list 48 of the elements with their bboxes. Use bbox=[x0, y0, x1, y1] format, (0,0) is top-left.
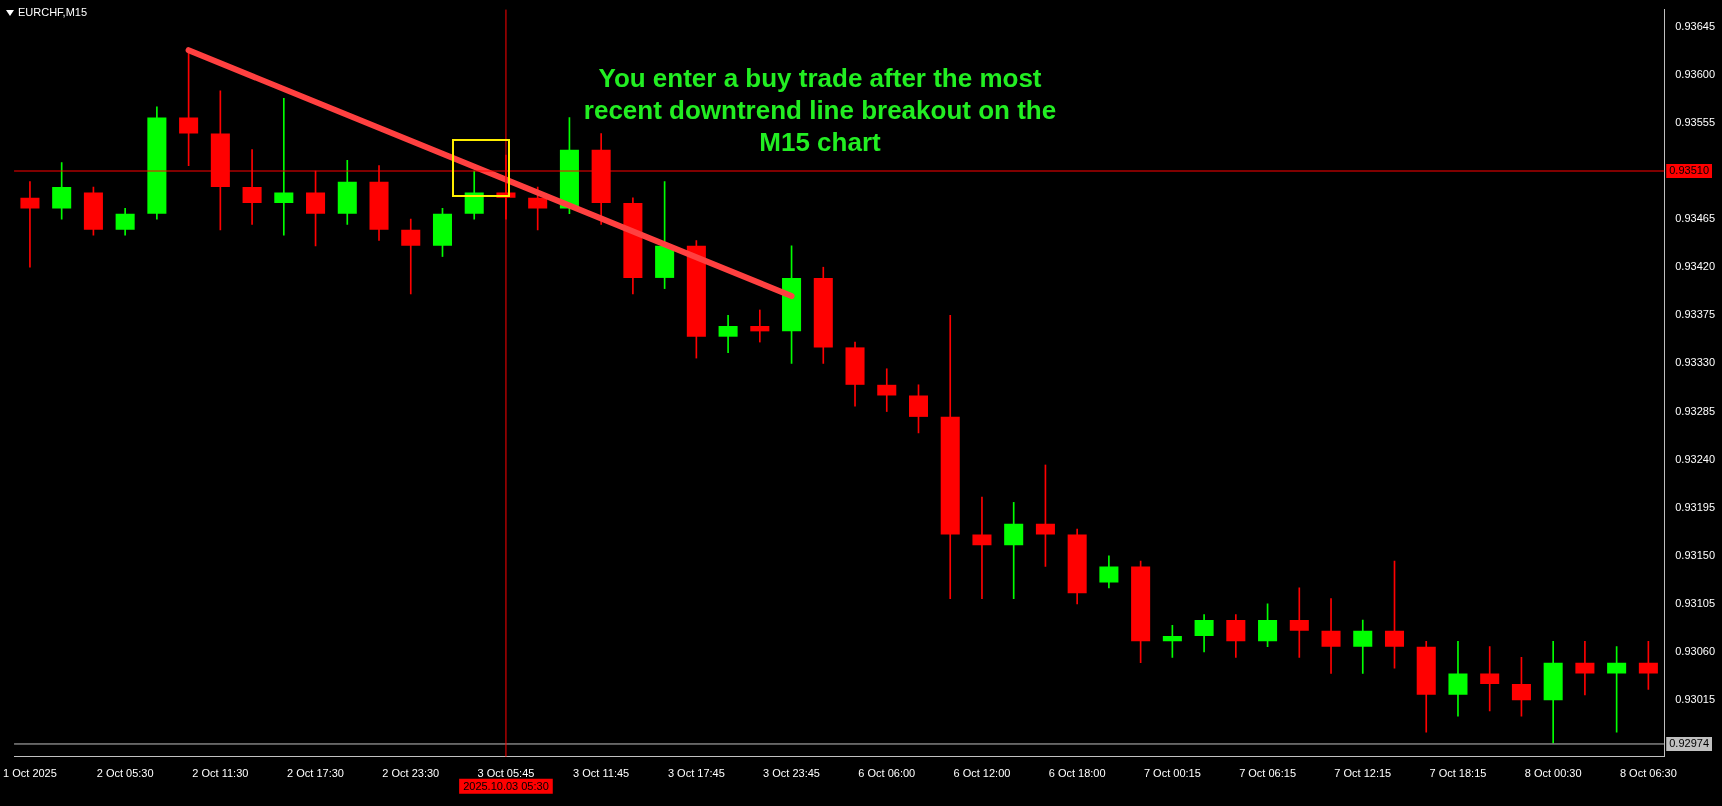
chart-title: EURCHF,M15 bbox=[18, 6, 88, 18]
y-tick-label: 0.93150 bbox=[1675, 548, 1715, 561]
y-tick-label: 0.93420 bbox=[1675, 260, 1715, 273]
x-tick-label: 2 Oct 05:30 bbox=[96, 767, 154, 780]
y-tick-label: 0.93240 bbox=[1675, 452, 1715, 465]
x-tick-label: 3 Oct 05:45 bbox=[477, 767, 535, 780]
x-tick-label: 2 Oct 11:30 bbox=[192, 767, 249, 780]
ref-line-label: 0.92974 bbox=[1669, 737, 1709, 749]
y-tick-label: 0.93555 bbox=[1675, 115, 1715, 128]
x-tick-label: 7 Oct 00:15 bbox=[1143, 767, 1201, 780]
candlestick bbox=[1480, 646, 1500, 712]
ref-line-label: 0.93510 bbox=[1669, 164, 1709, 177]
y-tick-label: 0.93015 bbox=[1675, 693, 1715, 706]
candlestick bbox=[20, 181, 40, 268]
x-tick-label: 6 Oct 12:00 bbox=[953, 767, 1011, 780]
y-tick-label: 0.93195 bbox=[1675, 500, 1715, 513]
ref-line-label: 2025.10.03 05:30 bbox=[463, 779, 549, 792]
x-tick-label: 3 Oct 17:45 bbox=[667, 767, 725, 780]
candlestick bbox=[1321, 598, 1341, 674]
x-tick-label: 1 Oct 2025 bbox=[3, 767, 57, 780]
y-tick-label: 0.93060 bbox=[1675, 645, 1715, 658]
candlestick bbox=[877, 368, 897, 412]
x-tick-label: 6 Oct 06:00 bbox=[858, 767, 916, 780]
x-tick-label: 2 Oct 23:30 bbox=[382, 767, 440, 780]
candlestick bbox=[1289, 587, 1309, 658]
y-tick-label: 0.93465 bbox=[1675, 212, 1715, 225]
candlestick bbox=[274, 97, 294, 236]
x-tick-label: 8 Oct 06:30 bbox=[1619, 767, 1677, 780]
y-tick-label: 0.93375 bbox=[1675, 308, 1715, 321]
y-tick-label: 0.93600 bbox=[1675, 67, 1715, 80]
x-tick-label: 8 Oct 00:30 bbox=[1524, 767, 1582, 780]
candlestick bbox=[972, 496, 992, 599]
x-tick-label: 2 Oct 17:30 bbox=[287, 767, 344, 780]
annotation: You enter a buy trade after the most recent downtrend line breakout on the M15 chart bbox=[582, 62, 1058, 158]
x-tick-label: 7 Oct 12:15 bbox=[1334, 767, 1392, 780]
x-tick-label: 3 Oct 23:45 bbox=[763, 767, 820, 780]
y-tick-label: 0.93330 bbox=[1675, 356, 1715, 369]
x-tick-label: 6 Oct 18:00 bbox=[1048, 767, 1106, 780]
x-tick-label: 3 Oct 11:45 bbox=[573, 767, 630, 780]
x-tick-label: 7 Oct 18:15 bbox=[1429, 767, 1487, 780]
y-tick-label: 0.93285 bbox=[1675, 404, 1715, 417]
x-tick-label: 7 Oct 06:15 bbox=[1239, 767, 1296, 780]
candlestick bbox=[1004, 502, 1024, 599]
y-tick-label: 0.93645 bbox=[1675, 19, 1715, 32]
candlestick bbox=[401, 218, 421, 295]
y-tick-label: 0.93105 bbox=[1675, 596, 1715, 609]
candlestick bbox=[1575, 641, 1595, 696]
candlestick bbox=[750, 309, 770, 343]
